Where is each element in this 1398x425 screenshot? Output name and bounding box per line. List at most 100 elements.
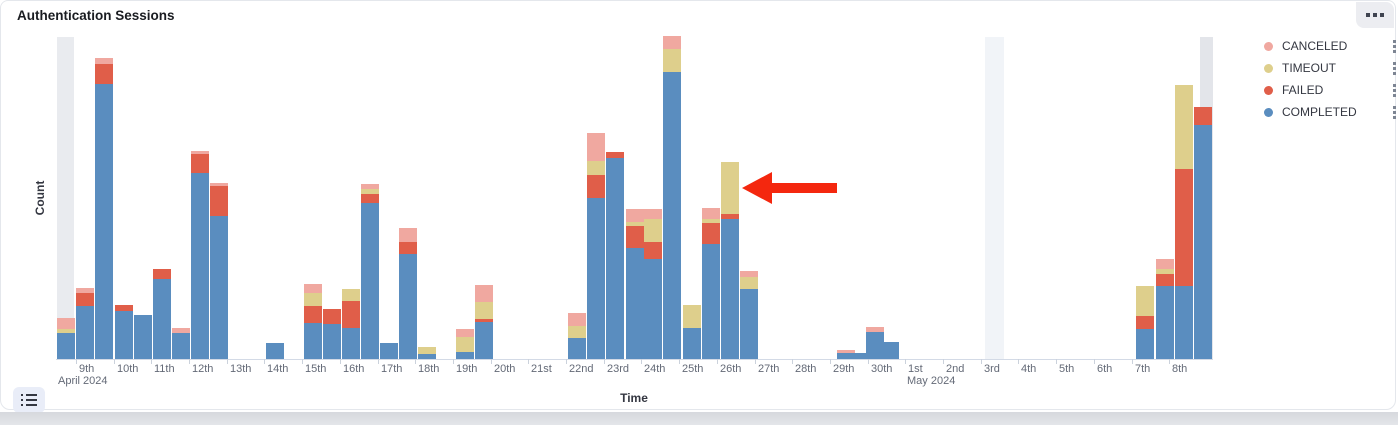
- panel-options-button[interactable]: [1356, 2, 1394, 28]
- bar-segment-completed: [1156, 286, 1174, 359]
- bar[interactable]: [115, 305, 133, 359]
- bar[interactable]: [76, 288, 94, 359]
- bar-segment-timeout: [568, 326, 586, 338]
- x-axis-tick: [566, 359, 567, 364]
- x-axis-tick: [378, 359, 379, 364]
- bar[interactable]: [323, 309, 341, 359]
- bar[interactable]: [361, 184, 379, 359]
- x-tick-label: 4th: [1021, 363, 1037, 375]
- bar[interactable]: [644, 209, 662, 359]
- bar[interactable]: [57, 318, 75, 359]
- bar-segment-completed: [881, 342, 899, 359]
- bar-segment-timeout: [626, 222, 644, 226]
- bar-segment-failed: [1194, 107, 1212, 125]
- legend-item-label: TIMEOUT: [1282, 61, 1336, 75]
- x-tick-label: 11th: [154, 363, 175, 375]
- x-tick-label: 30th: [871, 363, 893, 375]
- legend-item-timeout[interactable]: TIMEOUT: [1264, 61, 1396, 75]
- bar[interactable]: [837, 350, 855, 359]
- legend-item-actions-icon[interactable]: [1393, 61, 1396, 75]
- bar[interactable]: [702, 208, 720, 359]
- x-axis-tick: [189, 359, 190, 364]
- bar[interactable]: [134, 315, 152, 359]
- bar[interactable]: [172, 328, 190, 359]
- legend-item-actions-icon[interactable]: [1393, 105, 1396, 119]
- bar[interactable]: [266, 343, 284, 359]
- bar-segment-failed: [1136, 316, 1154, 329]
- x-tick-label: 5th: [1059, 363, 1075, 375]
- bar-segment-completed: [95, 84, 113, 359]
- x-tick-label: 7th: [1135, 363, 1151, 375]
- bar[interactable]: [418, 347, 436, 359]
- bar-segment-canceled: [76, 288, 94, 293]
- bar-segment-failed: [475, 319, 493, 322]
- x-tick-label: 18th: [418, 363, 440, 375]
- bar[interactable]: [663, 36, 681, 359]
- bar[interactable]: [1136, 286, 1154, 359]
- bar-segment-completed: [866, 332, 884, 359]
- bar-segment-completed: [153, 279, 171, 359]
- bar-segment-canceled: [191, 151, 209, 154]
- bar[interactable]: [1156, 259, 1174, 359]
- bar-segment-canceled: [172, 328, 190, 333]
- x-axis-line: [56, 359, 1213, 360]
- bar[interactable]: [153, 269, 171, 359]
- legend-item-actions-icon[interactable]: [1393, 83, 1396, 97]
- bar-segment-canceled: [1156, 259, 1174, 269]
- bar[interactable]: [740, 271, 758, 359]
- legend-item-label: CANCELED: [1282, 39, 1348, 53]
- legend-item-completed[interactable]: COMPLETED: [1264, 105, 1396, 119]
- bar[interactable]: [95, 58, 113, 359]
- bar[interactable]: [568, 313, 586, 359]
- panel-title: Authentication Sessions: [17, 8, 175, 23]
- bar-segment-canceled: [568, 313, 586, 326]
- bar[interactable]: [210, 183, 228, 359]
- x-tick-label: 24th: [644, 363, 666, 375]
- x-axis-tick: [227, 359, 228, 364]
- x-axis-tick: [340, 359, 341, 364]
- bar-segment-completed: [361, 203, 379, 359]
- bar[interactable]: [683, 305, 701, 359]
- bar[interactable]: [881, 342, 899, 359]
- bar[interactable]: [380, 343, 398, 359]
- x-tick-label: 20th: [494, 363, 516, 375]
- bar[interactable]: [587, 133, 605, 359]
- bar-segment-completed: [1136, 329, 1154, 359]
- bar[interactable]: [342, 289, 360, 359]
- legend-item-canceled[interactable]: CANCELED: [1264, 39, 1396, 53]
- x-axis-tick: [717, 359, 718, 364]
- legend-item-failed[interactable]: FAILED: [1264, 83, 1396, 97]
- bar[interactable]: [721, 162, 739, 359]
- bar-segment-completed: [475, 322, 493, 359]
- bar-segment-timeout: [740, 277, 758, 289]
- legend-toggle-button[interactable]: [13, 387, 45, 413]
- x-axis-tick: [1132, 359, 1133, 364]
- legend-item-actions-icon[interactable]: [1393, 39, 1396, 53]
- bar[interactable]: [304, 284, 322, 359]
- bar[interactable]: [475, 285, 493, 359]
- x-tick-label: 14th: [267, 363, 289, 375]
- x-axis-tick: [830, 359, 831, 364]
- bar[interactable]: [456, 329, 474, 359]
- bar-segment-completed: [1175, 286, 1193, 359]
- bar[interactable]: [852, 353, 870, 359]
- bar-segment-failed: [95, 64, 113, 84]
- x-tick-label: 9th: [79, 363, 95, 375]
- boxes-horizontal-icon: [1366, 13, 1384, 17]
- bar-segment-completed: [606, 158, 624, 359]
- bar[interactable]: [866, 327, 884, 359]
- bar-segment-failed: [702, 223, 720, 244]
- bar-segment-canceled: [702, 208, 720, 219]
- bar[interactable]: [626, 209, 644, 359]
- bar-segment-timeout: [587, 161, 605, 175]
- partial-bucket-band: [57, 37, 74, 359]
- bar[interactable]: [191, 151, 209, 359]
- bar[interactable]: [1194, 107, 1212, 359]
- bar-segment-timeout: [418, 347, 436, 354]
- bar[interactable]: [1175, 85, 1193, 359]
- bar[interactable]: [606, 152, 624, 359]
- legend: CANCELED TIMEOUT FAILED COMPLETED: [1264, 39, 1396, 119]
- x-axis-tick: [792, 359, 793, 364]
- bar-segment-canceled: [837, 350, 855, 353]
- bar[interactable]: [399, 228, 417, 359]
